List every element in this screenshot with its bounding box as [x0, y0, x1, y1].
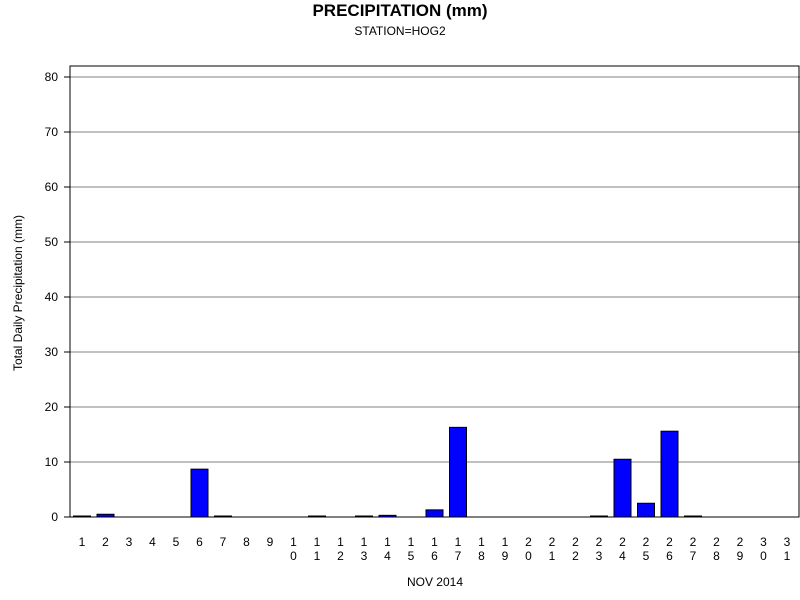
chart-subtitle: STATION=HOG2	[354, 24, 446, 38]
y-tick-label: 20	[45, 400, 59, 414]
bar	[660, 430, 679, 518]
bars	[73, 426, 702, 518]
axes	[64, 65, 800, 518]
plot-frame	[69, 65, 800, 518]
y-tick-label: 60	[45, 180, 59, 194]
grid-lines	[70, 76, 800, 463]
x-tick-label: 9	[267, 535, 274, 549]
y-tick-label: 30	[45, 345, 59, 359]
y-tick-label: 0	[51, 510, 58, 524]
x-tick-label: 8	[243, 535, 250, 549]
y-axis-label: Total Daily Precipitation (mm)	[11, 215, 25, 371]
y-tick-label: 50	[45, 235, 59, 249]
y-tick-label: 80	[45, 70, 59, 84]
bar	[425, 509, 444, 518]
bar	[449, 426, 467, 518]
x-tick-label: 4	[149, 535, 156, 549]
x-tick-label: 6	[196, 535, 203, 549]
bar	[613, 458, 632, 518]
x-tick-label: 1	[79, 535, 86, 549]
x-tick-label: 3	[126, 535, 133, 549]
x-tick-labels: 1 2 3 4 5 6 7 8 9 1 01 11 21 31 41 51 61 71 81 92 02 12 22 32 42…	[79, 535, 791, 563]
x-axis-label: NOV 2014	[407, 575, 463, 589]
x-tick-label: 7	[220, 535, 227, 549]
y-tick-label: 10	[45, 455, 59, 469]
chart-title: PRECIPITATION (mm)	[312, 1, 488, 20]
bar	[637, 502, 655, 518]
x-tick-label: 2	[102, 535, 109, 549]
bar	[190, 468, 209, 518]
y-tick-label: 40	[45, 290, 59, 304]
y-tick-labels: 0 10 20 30 40 50 60 70 80	[45, 70, 59, 524]
x-tick-label: 5	[173, 535, 180, 549]
y-tick-label: 70	[45, 125, 59, 139]
